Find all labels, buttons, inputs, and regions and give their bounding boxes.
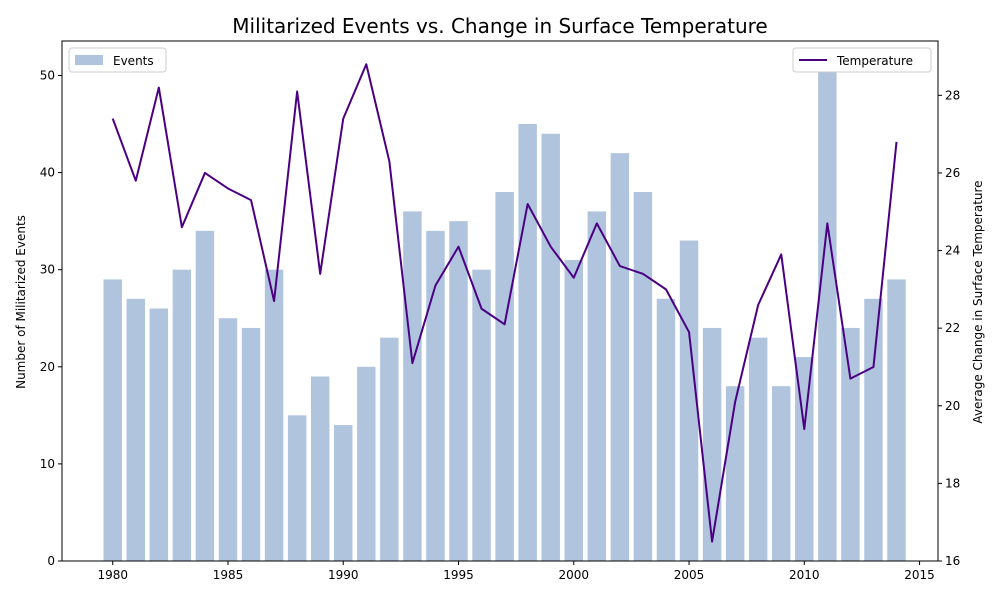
y-tick-label-20: 20 [40,360,55,374]
bar-1988 [288,415,306,561]
bar-1983 [173,270,191,561]
bar-2009 [772,386,790,561]
bar-1991 [357,367,375,561]
bars-layer [103,66,905,561]
bar-2012 [841,328,859,561]
y-tick-label-50: 50 [40,68,55,82]
bar-2008 [749,338,767,561]
bar-1985 [219,318,237,561]
bar-2002 [611,153,629,561]
x-tick-label-1985: 1985 [213,568,244,582]
bar-1999 [541,134,559,561]
y2-tick-label-16: 16 [945,554,960,568]
x-tick-label-1995: 1995 [443,568,474,582]
bar-1984 [196,231,214,561]
bar-2005 [680,241,698,561]
bar-1980 [103,279,121,561]
x-tick-label-2015: 2015 [904,568,935,582]
x-tick-label-2005: 2005 [674,568,705,582]
y2-tick-label-20: 20 [945,399,960,413]
x-tick-label-2010: 2010 [789,568,820,582]
y2-tick-label-28: 28 [945,88,960,102]
bar-1981 [127,299,145,561]
bar-2004 [657,299,675,561]
legend-events: Events [69,48,166,72]
x-tick-label-2000: 2000 [558,568,589,582]
legend-events-label: Events [113,54,154,68]
bar-1995 [449,221,467,561]
bar-2013 [864,299,882,561]
x-tick-label-1990: 1990 [328,568,359,582]
y-tick-label-40: 40 [40,166,55,180]
y-axis-label: Number of Militarized Events [14,215,28,389]
bar-1997 [495,192,513,561]
bar-1987 [265,270,283,561]
bar-1993 [403,211,421,561]
y2-axis-label: Average Change in Surface Temperature [971,180,985,423]
bar-2000 [565,260,583,561]
bar-1989 [311,376,329,561]
bar-2007 [726,386,744,561]
bar-2006 [703,328,721,561]
y-tick-label-10: 10 [40,457,55,471]
bar-2014 [887,279,905,561]
y-tick-label-0: 0 [47,554,55,568]
bar-1990 [334,425,352,561]
y2-tick-label-18: 18 [945,476,960,490]
x-tick-label-1980: 1980 [97,568,128,582]
legend-events-swatch [75,55,103,65]
bar-1998 [518,124,536,561]
bar-2003 [634,192,652,561]
bar-1982 [150,309,168,561]
y2-tick-label-22: 22 [945,321,960,335]
legend-temperature-label: Temperature [836,54,913,68]
legend-temperature: Temperature [793,48,931,72]
bar-2001 [588,211,606,561]
bar-2011 [818,66,836,561]
chart-title: Militarized Events vs. Change in Surface… [232,14,767,38]
y-tick-label-30: 30 [40,263,55,277]
bar-1994 [426,231,444,561]
bar-1992 [380,338,398,561]
bar-1986 [242,328,260,561]
y2-tick-label-26: 26 [945,166,960,180]
y2-tick-label-24: 24 [945,244,960,258]
